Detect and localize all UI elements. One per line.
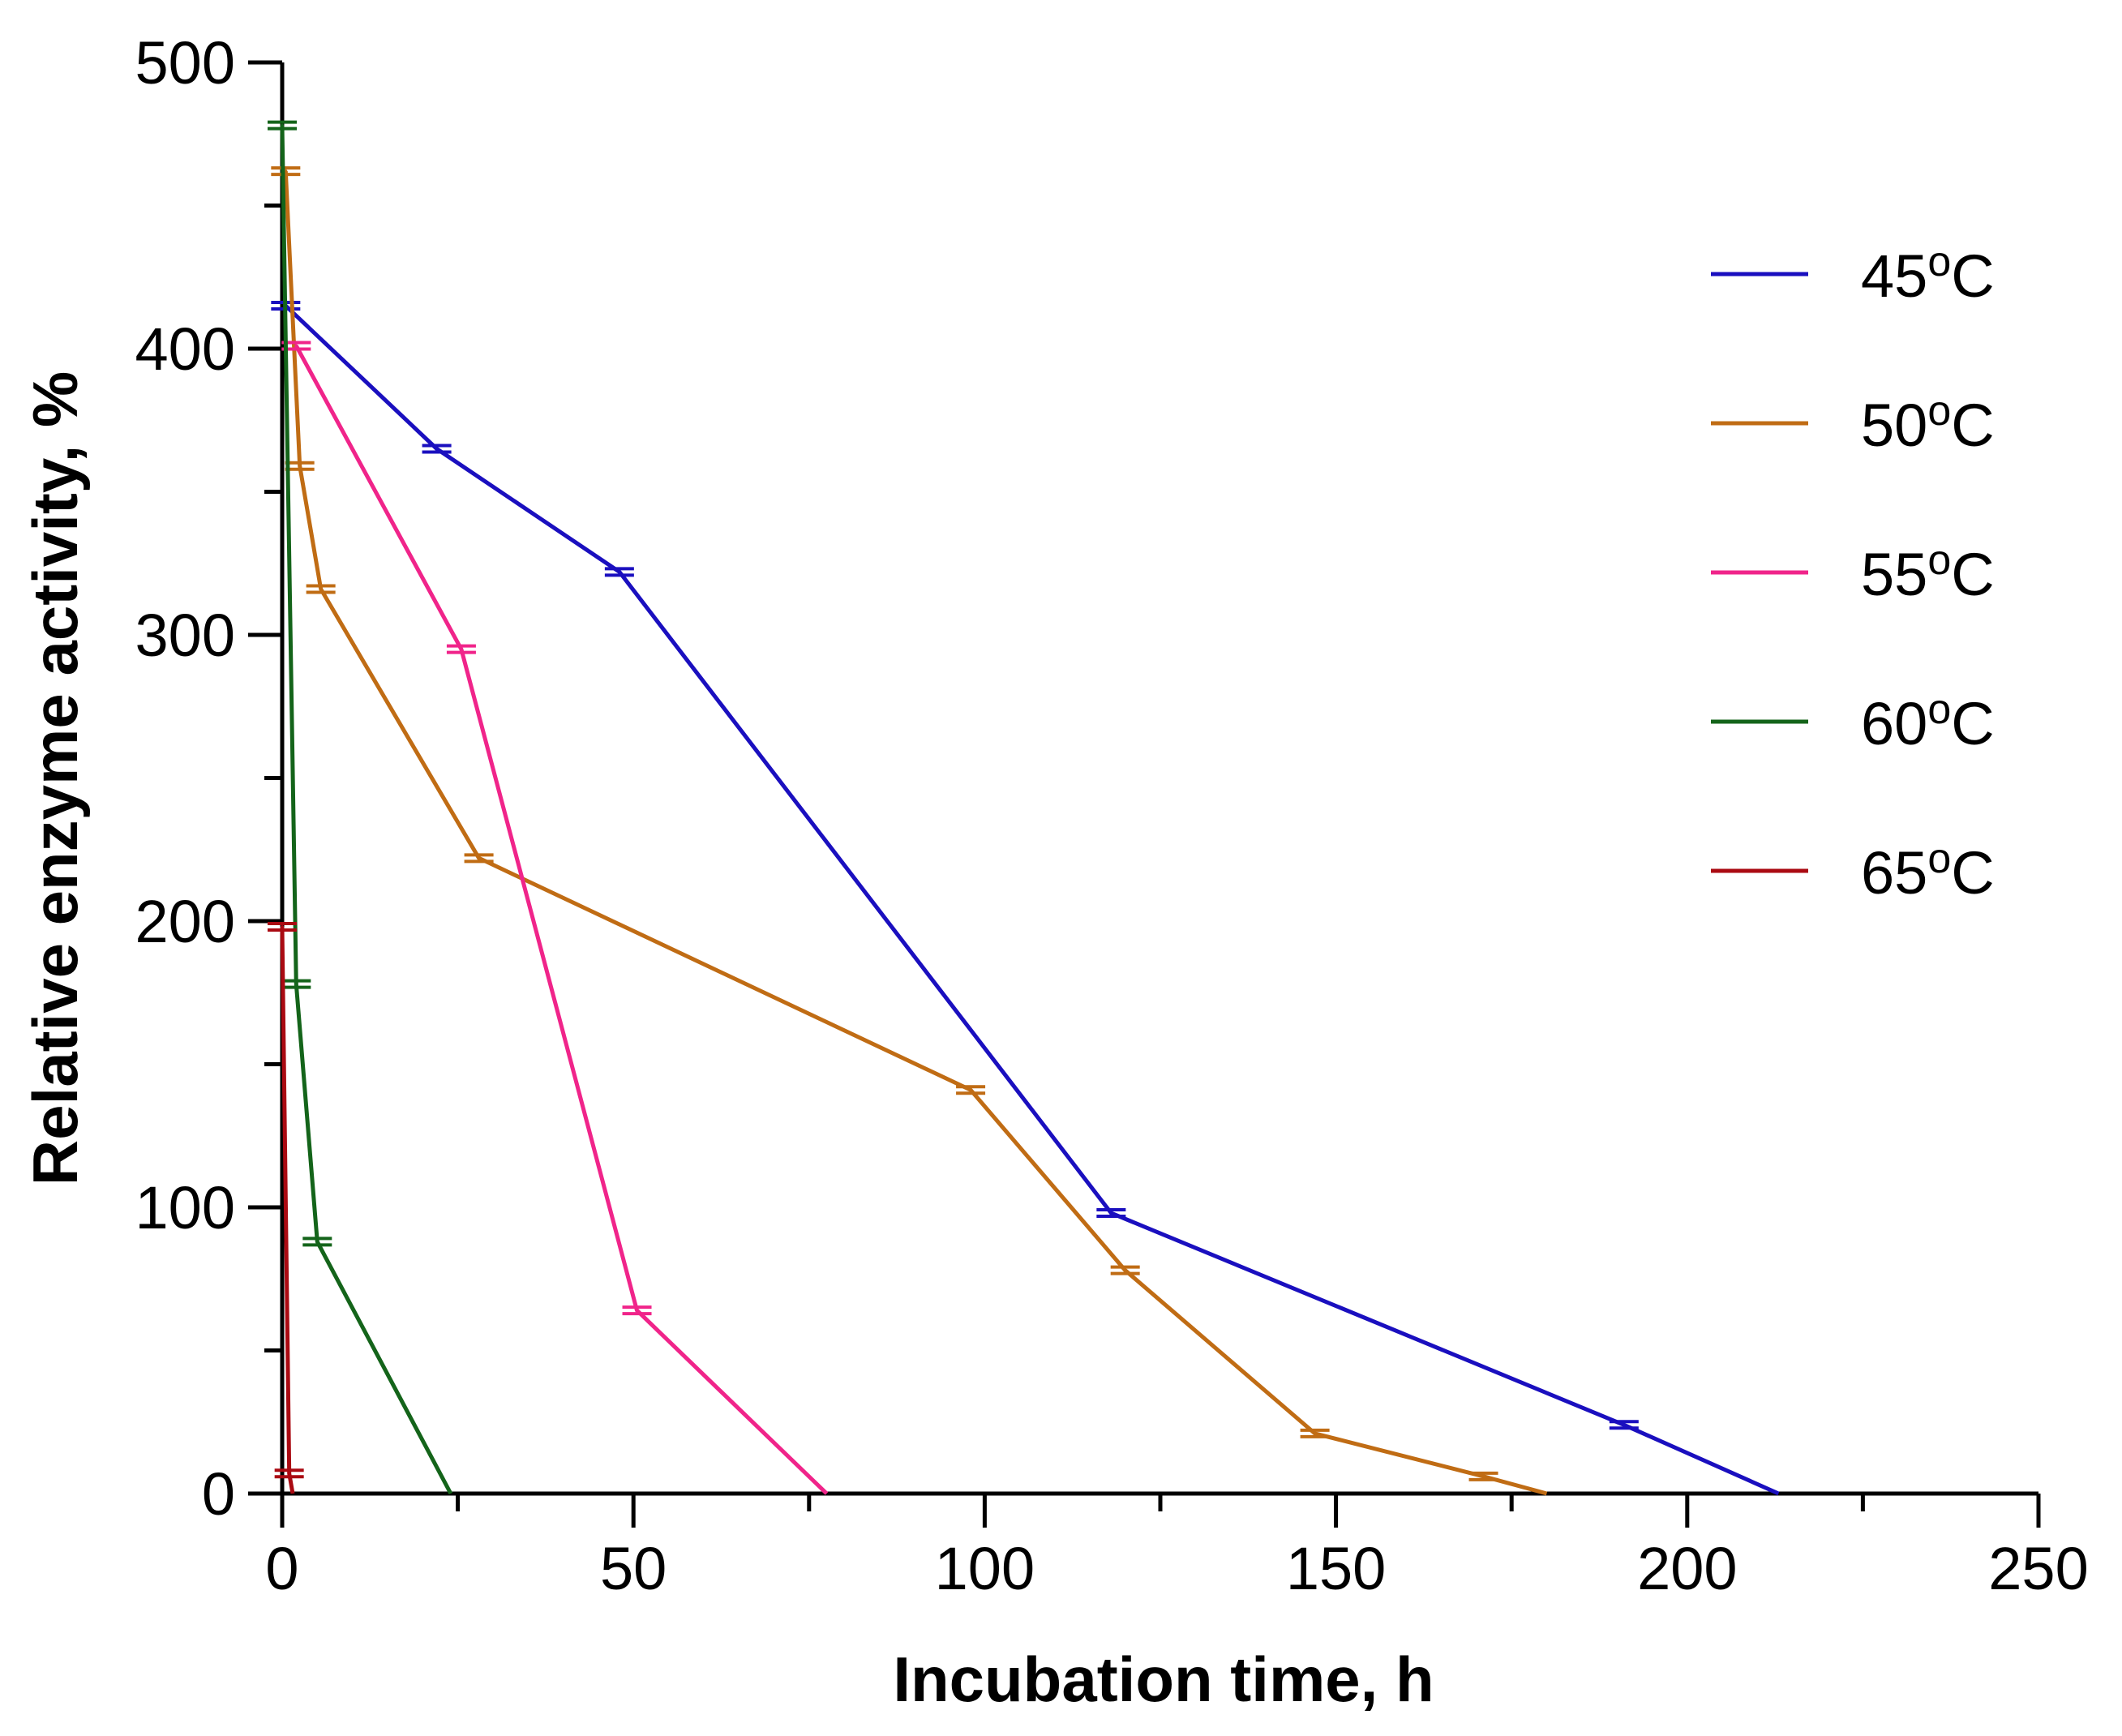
series-60 <box>268 120 453 1495</box>
data-point <box>477 856 481 860</box>
data-point <box>281 123 284 127</box>
legend-label-value: 65 <box>1861 839 1927 907</box>
data-point <box>617 570 621 574</box>
data-point <box>281 925 284 929</box>
series-65 <box>268 922 304 1494</box>
legend-item-55: 55oC <box>1711 537 1995 608</box>
data-point <box>315 1240 319 1244</box>
series-line-60 <box>280 125 453 1495</box>
legend-item-65: 65oC <box>1711 835 1995 907</box>
legend-label-unit: C <box>1951 392 1994 459</box>
legend-label: 50oC <box>1861 388 1995 459</box>
data-point <box>1481 1474 1485 1478</box>
data-point <box>1123 1268 1127 1272</box>
data-point <box>459 647 463 651</box>
legend-label: 55oC <box>1861 537 1995 608</box>
series-line-45 <box>284 304 1780 1496</box>
legend-label-value: 45 <box>1861 242 1927 310</box>
legend-label-unit: C <box>1951 839 1994 907</box>
x-tick-label: 250 <box>1988 1535 2088 1602</box>
legend-label-degree: o <box>1927 835 1951 882</box>
x-tick-label: 50 <box>600 1535 667 1602</box>
legend-label: 45oC <box>1861 238 1995 310</box>
y-tick-label: 100 <box>135 1174 235 1241</box>
y-tick-label: 500 <box>135 29 235 96</box>
legend-item-50: 50oC <box>1711 388 1995 459</box>
legend-label: 65oC <box>1861 835 1995 907</box>
x-tick-label: 200 <box>1637 1535 1737 1602</box>
legend-label-value: 50 <box>1861 392 1927 459</box>
legend-label: 60oC <box>1861 686 1995 757</box>
legend-label-value: 55 <box>1861 541 1927 608</box>
series-layer <box>268 120 1780 1496</box>
y-tick-label: 200 <box>135 888 235 955</box>
data-point <box>298 464 302 468</box>
series-line-55 <box>294 345 829 1495</box>
legend-item-45: 45oC <box>1711 238 1995 310</box>
legend-label-degree: o <box>1927 537 1951 584</box>
legend-label-degree: o <box>1927 388 1951 435</box>
data-point <box>435 447 439 451</box>
data-point <box>969 1088 973 1092</box>
legend-label-degree: o <box>1927 686 1951 733</box>
x-tick-label: 100 <box>935 1535 1035 1602</box>
data-point <box>1313 1431 1317 1435</box>
data-point <box>1622 1423 1626 1427</box>
legend-label-value: 60 <box>1861 690 1927 757</box>
y-tick-label: 300 <box>135 602 235 669</box>
legend-label-unit: C <box>1951 541 1994 608</box>
series-50 <box>271 166 1548 1496</box>
y-tick-label: 0 <box>202 1460 235 1528</box>
legend-label-unit: C <box>1951 690 1994 757</box>
data-point <box>635 1309 639 1313</box>
series-45 <box>271 301 1780 1496</box>
data-point <box>294 344 298 348</box>
x-tick-label: 0 <box>265 1535 298 1602</box>
legend-item-60: 60oC <box>1711 686 1995 757</box>
y-tick-label: 400 <box>135 315 235 383</box>
x-tick-label: 150 <box>1286 1535 1386 1602</box>
x-axis-title: Incubation time, h <box>893 1644 1434 1715</box>
legend-label-unit: C <box>1951 242 1994 310</box>
data-point <box>319 587 323 591</box>
y-axis-title: Relative enzyme activity, % <box>19 371 91 1185</box>
legend-label-degree: o <box>1927 238 1951 285</box>
data-point <box>287 1472 291 1476</box>
axes-layer: 0 100 200 300 400 500 0 50 100 150 200 250 <box>135 29 2089 1602</box>
data-point <box>294 982 298 986</box>
data-point <box>1109 1211 1113 1215</box>
